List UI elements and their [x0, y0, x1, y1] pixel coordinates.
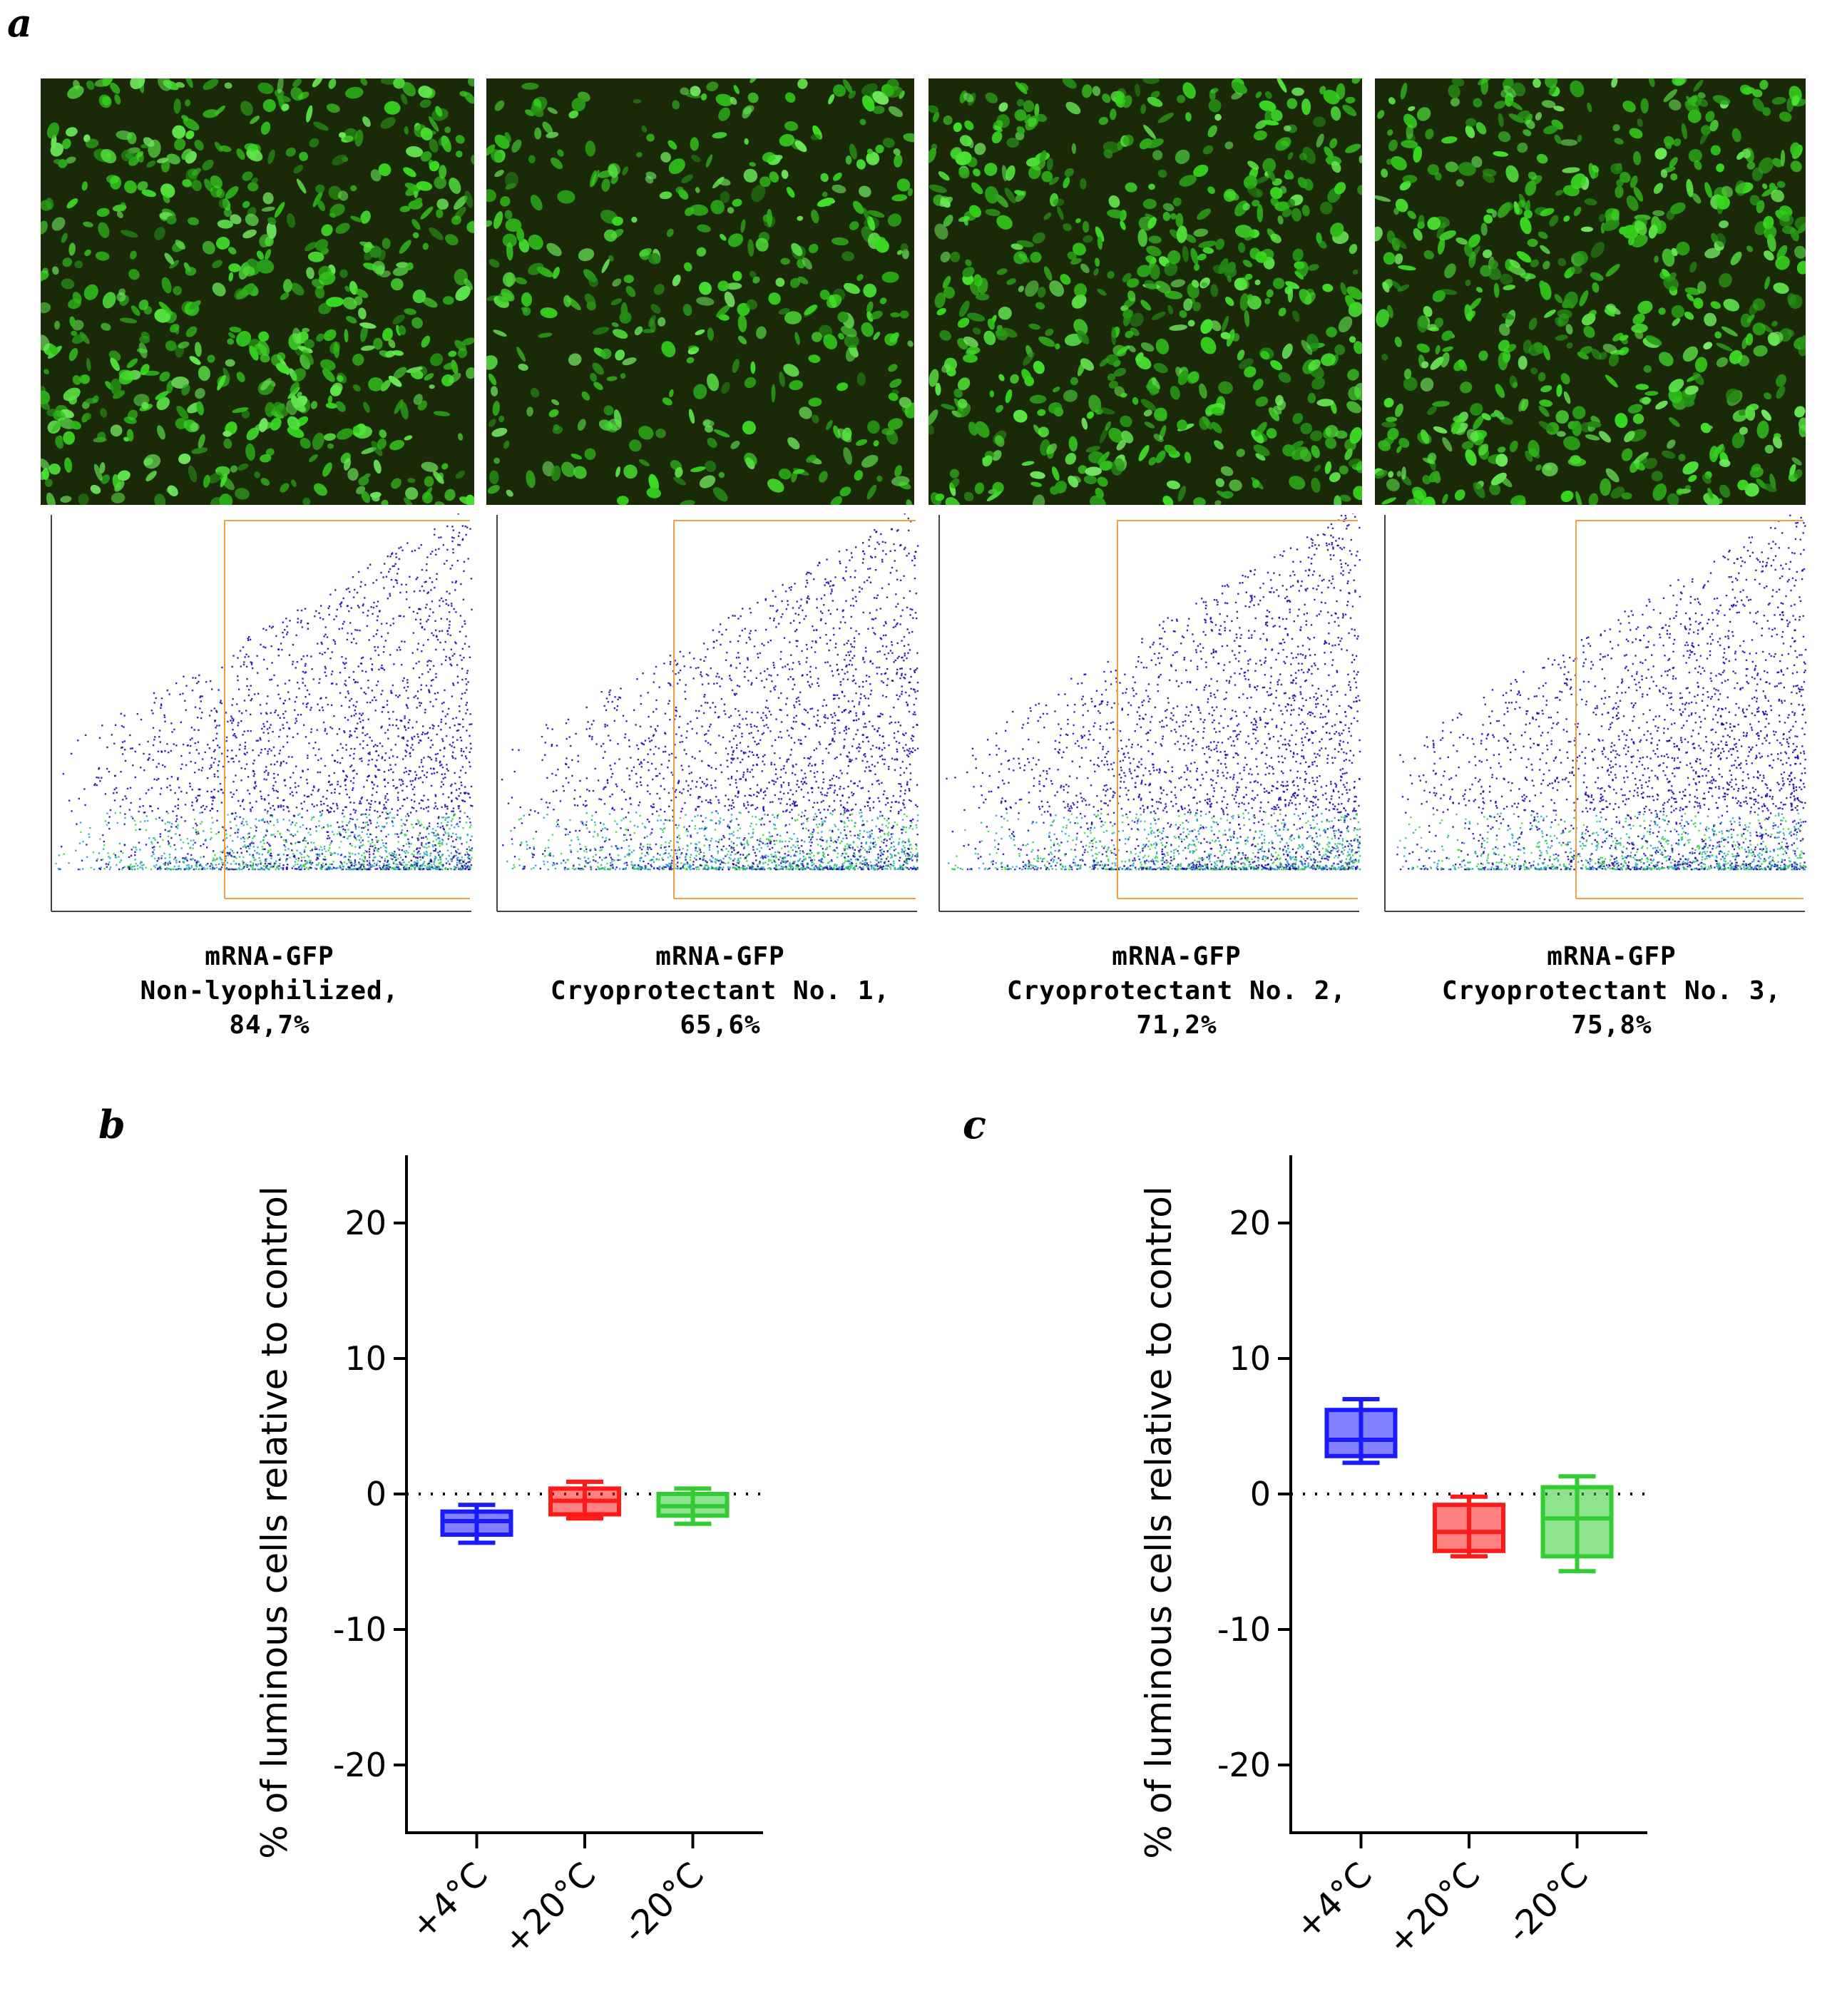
x-tick-label: +4°C — [403, 1855, 496, 1948]
cell-cluster — [41, 78, 474, 505]
y-tick-label: -10 — [333, 1610, 387, 1649]
micrograph-1 — [41, 78, 474, 505]
panel-label-a: a — [7, 0, 32, 46]
flow-plot-3 — [931, 512, 1362, 920]
y-tick-label: 10 — [344, 1339, 387, 1378]
box-chart-c: % of luminous cells relative to control 2… — [1138, 1155, 1647, 1963]
sample-caption-2: mRNA-GFP Cryoprotectant No. 1, 65,6% — [506, 940, 934, 1043]
flow-events — [501, 506, 919, 871]
caption-line: mRNA-GFP — [1112, 942, 1242, 971]
micrograph-2 — [486, 78, 914, 505]
box-body — [1433, 1503, 1505, 1553]
gate-boundary — [673, 520, 916, 899]
flow-events — [1396, 508, 1807, 871]
x-tick-label: -20°C — [615, 1855, 712, 1952]
flow-events — [946, 512, 1361, 871]
box-0 — [1324, 1397, 1398, 1465]
box-2 — [1540, 1474, 1614, 1574]
sample-caption-1: mRNA-GFP Non-lyophilized, 84,7% — [56, 940, 484, 1043]
cell-cluster — [486, 78, 914, 505]
caption-line: Non-lyophilized, — [140, 976, 399, 1006]
caption-line: mRNA-GFP — [655, 942, 785, 971]
panel-label-b: b — [98, 1102, 126, 1147]
y-tick-label: -10 — [1217, 1610, 1271, 1649]
y-tick-label: 0 — [366, 1475, 387, 1513]
micrograph-3 — [928, 78, 1362, 505]
panel-label-c: c — [963, 1102, 986, 1147]
caption-line: Cryoprotectant No. 3, — [1441, 976, 1782, 1006]
micrograph-4 — [1375, 78, 1806, 505]
y-tick-label: -20 — [333, 1746, 387, 1784]
caption-line: 65,6% — [680, 1010, 761, 1040]
y-tick-label: 10 — [1229, 1339, 1271, 1378]
caption-line: Cryoprotectant No. 1, — [550, 976, 891, 1006]
caption-line: Cryoprotectant No. 2, — [1006, 976, 1347, 1006]
cell-cluster — [1375, 78, 1806, 505]
x-tick-label: +20°C — [1380, 1855, 1488, 1963]
box-1 — [1433, 1494, 1505, 1559]
box-body — [1540, 1485, 1614, 1559]
x-tick-label: -20°C — [1499, 1855, 1596, 1952]
flow-plot-2 — [488, 506, 920, 920]
x-tick-label: +4°C — [1287, 1855, 1380, 1948]
gate-boundary — [1575, 520, 1803, 899]
y-tick-label: 20 — [344, 1204, 387, 1242]
box-2 — [656, 1486, 730, 1526]
cell-cluster — [928, 78, 1362, 505]
flow-plot-4 — [1376, 508, 1808, 920]
y-tick-label: -20 — [1217, 1746, 1271, 1784]
caption-line: 75,8% — [1571, 1010, 1652, 1040]
box-1 — [548, 1479, 621, 1521]
y-tick-label: 20 — [1229, 1204, 1271, 1242]
sample-caption-3: mRNA-GFP Cryoprotectant No. 2, 71,2% — [963, 940, 1391, 1043]
caption-line: mRNA-GFP — [1547, 942, 1677, 971]
y-axis-label: % of luminous cells relative to control — [254, 1186, 295, 1858]
box-0 — [440, 1503, 513, 1545]
y-axis-label: % of luminous cells relative to control — [1138, 1186, 1180, 1858]
flow-plot-1 — [43, 506, 474, 920]
gate-boundary — [224, 520, 470, 899]
caption-line: mRNA-GFP — [205, 942, 334, 971]
caption-line: 71,2% — [1136, 1010, 1217, 1040]
x-tick-label: +20°C — [496, 1855, 604, 1963]
flow-events — [55, 506, 474, 871]
gate-boundary — [1117, 520, 1358, 899]
box-body — [1324, 1408, 1398, 1458]
sample-caption-4: mRNA-GFP Cryoprotectant No. 3, 75,8% — [1398, 940, 1826, 1043]
caption-line: 84,7% — [229, 1010, 310, 1040]
box-chart-b: % of luminous cells relative to control 2… — [254, 1155, 763, 1963]
y-tick-label: 0 — [1250, 1475, 1271, 1513]
